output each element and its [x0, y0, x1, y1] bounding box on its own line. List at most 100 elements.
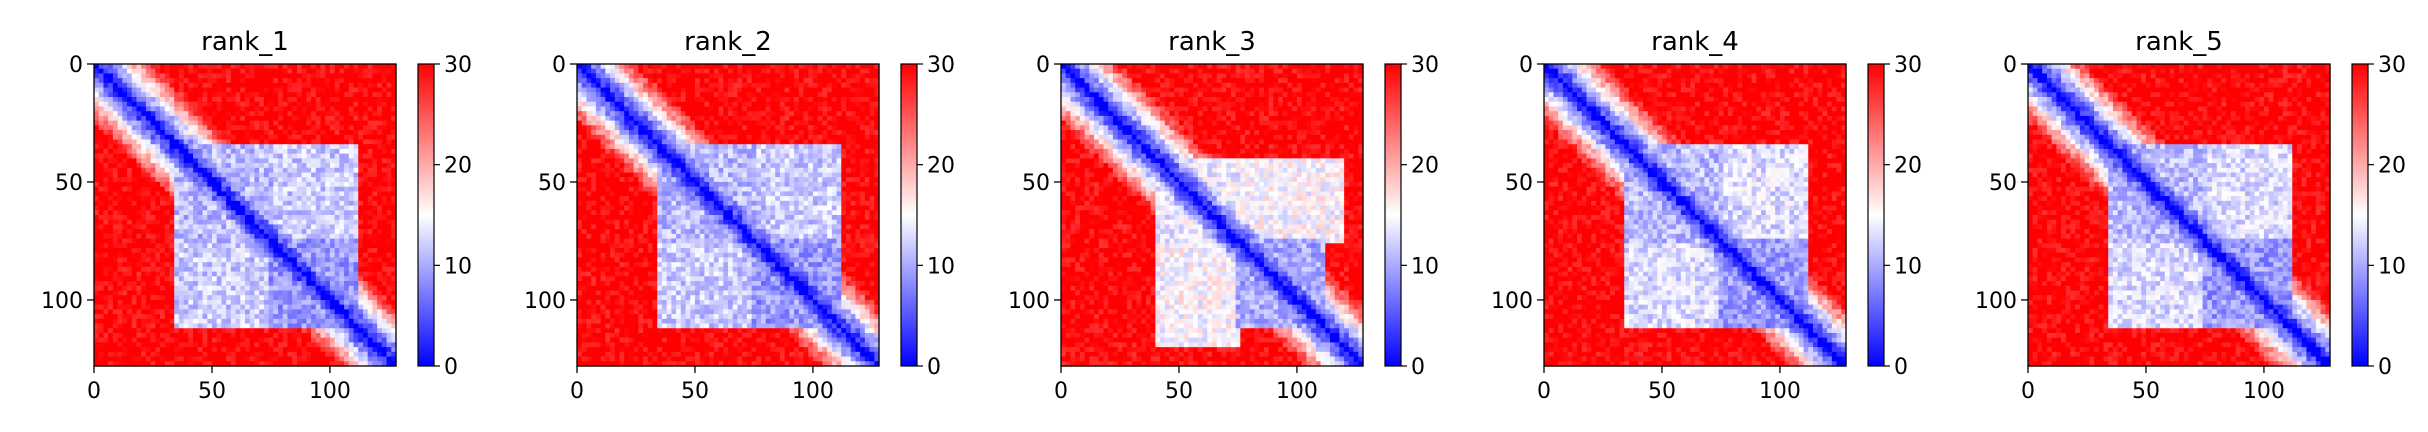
heatmap-cell — [339, 332, 345, 339]
heatmap-cell — [268, 177, 274, 183]
heatmap-cell — [287, 181, 293, 188]
heatmap-cell — [296, 219, 303, 226]
heatmap-cell — [709, 101, 715, 108]
heatmap-cell — [268, 125, 274, 131]
heatmap-cell — [178, 337, 185, 344]
heatmap-cell — [254, 130, 260, 136]
heatmap-cell — [325, 172, 331, 178]
heatmap-cell — [178, 97, 185, 103]
heatmap-cell — [108, 139, 114, 145]
heatmap-cell — [259, 285, 265, 292]
heatmap-cell — [377, 196, 383, 202]
heatmap-cell — [334, 144, 340, 150]
heatmap-cell — [614, 120, 621, 126]
heatmap-cell — [605, 120, 611, 126]
heatmap-cell — [666, 82, 672, 89]
heatmap-cell — [765, 78, 772, 84]
heatmap-cell — [334, 205, 340, 211]
heatmap-cell — [362, 139, 369, 145]
heatmap-cell — [249, 361, 256, 367]
heatmap-cell — [216, 332, 223, 339]
heatmap-cell — [671, 125, 677, 131]
heatmap-cell — [690, 73, 696, 79]
heatmap-cell — [98, 290, 105, 296]
heatmap-cells — [94, 64, 397, 367]
heatmap-cell — [296, 167, 303, 174]
heatmap-cell — [794, 64, 800, 70]
heatmap-cell — [775, 120, 781, 126]
heatmap-cell — [145, 144, 152, 150]
heatmap-cell — [311, 191, 317, 197]
heatmap-cell — [728, 120, 734, 126]
heatmap-cell — [301, 139, 307, 145]
heatmap-cell — [605, 92, 611, 98]
heatmap-cell — [112, 224, 119, 230]
heatmap-cell — [216, 64, 223, 70]
heatmap-cell — [803, 64, 809, 70]
heatmap-cell — [278, 257, 284, 263]
heatmap-cell — [306, 323, 312, 329]
heatmap-cell — [761, 92, 767, 98]
heatmap-cell — [353, 238, 359, 244]
heatmap-cell — [339, 196, 345, 202]
heatmap-cell — [155, 229, 161, 235]
heatmap-cell — [145, 337, 152, 344]
heatmap-cell — [789, 101, 795, 108]
heatmap-cell — [202, 224, 208, 230]
heatmap-cell — [339, 167, 345, 174]
heatmap-cell — [685, 73, 691, 79]
heatmap-cell — [103, 158, 109, 164]
heatmap-cell — [117, 347, 123, 353]
heatmap-cell — [282, 323, 289, 329]
heatmap-cell — [690, 101, 696, 108]
heatmap-cell — [315, 281, 322, 287]
heatmap-cell — [690, 87, 696, 93]
heatmap-cell — [372, 196, 378, 202]
heatmap-cell — [122, 309, 128, 315]
heatmap-cell — [817, 87, 823, 93]
heatmap-cell — [268, 101, 274, 108]
heatmap-cell — [245, 328, 251, 334]
heatmap-cell — [259, 342, 265, 348]
heatmap-cell — [136, 356, 142, 362]
heatmap-cell — [391, 177, 397, 183]
heatmap-cell — [230, 134, 237, 141]
heatmap-cell — [193, 200, 199, 207]
heatmap-cell — [108, 97, 114, 103]
heatmap-cell — [344, 82, 350, 89]
heatmap-cell — [325, 101, 331, 108]
heatmap-cell — [358, 111, 364, 117]
heatmap-cell — [362, 148, 369, 155]
heatmap-cell — [770, 111, 776, 117]
heatmap-cell — [282, 200, 289, 207]
heatmap-cell — [386, 92, 392, 98]
heatmap-cell — [362, 97, 369, 103]
heatmap-cell — [103, 97, 109, 103]
heatmap-cell — [344, 299, 350, 306]
heatmap-cell — [339, 262, 345, 268]
heatmap-cell — [254, 252, 260, 259]
heatmap-cell — [207, 153, 213, 159]
heatmap-cell — [245, 337, 251, 344]
heatmap-cell — [339, 205, 345, 211]
heatmap-cell — [249, 309, 256, 315]
heatmap-cell — [108, 314, 114, 320]
heatmap-cell — [372, 125, 378, 131]
heatmap-cell — [287, 106, 293, 112]
heatmap-cell — [315, 323, 322, 329]
heatmap-cell — [112, 97, 119, 103]
heatmap-cell — [169, 351, 175, 358]
heatmap-cell — [169, 342, 175, 348]
heatmap-cell — [391, 271, 397, 277]
heatmap-cell — [216, 139, 223, 145]
heatmap-cell — [273, 318, 279, 325]
heatmap-cell — [164, 172, 171, 178]
heatmap-cell — [169, 281, 175, 287]
heatmap-cell — [278, 78, 284, 84]
heatmap-cell — [117, 130, 123, 136]
heatmap-cell — [864, 64, 871, 70]
heatmap-cell — [633, 64, 639, 70]
heatmap-cell — [202, 299, 208, 306]
heatmap-cell — [372, 337, 378, 344]
heatmap-cell — [112, 361, 119, 367]
